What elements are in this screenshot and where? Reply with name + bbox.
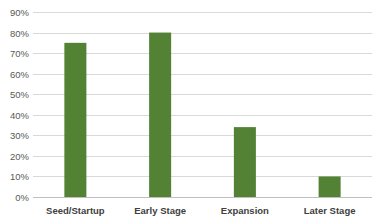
y-tick-label: 40% — [10, 110, 30, 121]
bar — [234, 127, 256, 197]
grid-line — [33, 33, 372, 34]
y-tick-label: 30% — [10, 130, 30, 141]
y-tick-label: 70% — [10, 48, 30, 59]
chart-container: 0% 10% 20% 30% 40% 50% 60% 70% 80% 90% Seed/Startu… — [0, 0, 375, 224]
x-tick-label: Later Stage — [304, 205, 356, 216]
bar — [64, 43, 86, 197]
bar — [319, 176, 341, 197]
y-tick-label: 60% — [10, 69, 30, 80]
y-tick-label: 80% — [10, 28, 30, 39]
x-tick-label: Expansion — [221, 205, 269, 216]
grid-line — [33, 12, 372, 13]
x-tick-label: Seed/Startup — [46, 205, 105, 216]
bars — [64, 33, 340, 197]
y-tick-label: 90% — [10, 7, 30, 18]
x-tick-label: Early Stage — [134, 205, 186, 216]
y-axis: 0% 10% 20% 30% 40% 50% 60% 70% 80% 90% — [10, 7, 372, 203]
y-tick-label: 50% — [10, 89, 30, 100]
y-tick-label: 10% — [10, 171, 30, 182]
baseline — [33, 197, 372, 198]
x-axis: Seed/Startup Early Stage Expansion Later St… — [46, 205, 355, 216]
chart-svg: 0% 10% 20% 30% 40% 50% 60% 70% 80% 90% Seed/Startu… — [0, 0, 375, 224]
bar — [149, 33, 171, 197]
y-tick-label: 20% — [10, 151, 30, 162]
y-tick-label: 0% — [15, 192, 29, 203]
